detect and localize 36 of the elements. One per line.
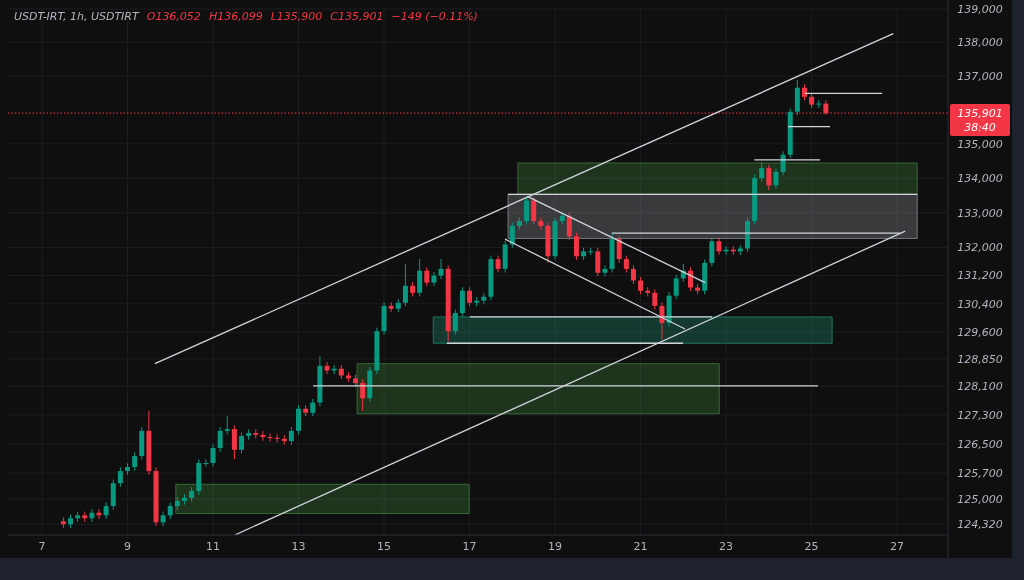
annotation: H136,099 bbox=[208, 10, 263, 23]
y-tick-label: 125,700 bbox=[957, 467, 1003, 481]
x-tick-label: 23 bbox=[719, 539, 734, 553]
ref-line-label: 135,901 bbox=[957, 106, 1003, 120]
y-tick-label: 133,000 bbox=[957, 206, 1003, 220]
y-tick-label: 139,000 bbox=[957, 2, 1003, 16]
x-tick-label: 13 bbox=[291, 539, 306, 553]
x-tick-label: 25 bbox=[804, 539, 819, 553]
x-tick-label: 9 bbox=[124, 539, 131, 553]
y-tick-label: 128,100 bbox=[957, 379, 1003, 393]
annotation: C135,901 bbox=[330, 10, 384, 23]
y-tick-label: 132,000 bbox=[957, 241, 1003, 255]
x-tick-label: 27 bbox=[890, 539, 905, 553]
y-tick-label: 138,000 bbox=[957, 36, 1003, 50]
y-tick-label: 135,000 bbox=[957, 137, 1003, 151]
chart-title: USDT-IRT, 1h, USDTIRT bbox=[14, 10, 140, 23]
y-tick-label: 127,300 bbox=[957, 408, 1003, 422]
y-tick-label: 129,600 bbox=[957, 326, 1003, 340]
x-tick-label: 7 bbox=[38, 539, 46, 553]
x-tick-label: 17 bbox=[462, 539, 477, 553]
annotation: L135,900 bbox=[270, 10, 323, 23]
annotation: O136,052 bbox=[146, 10, 201, 23]
y-tick-label: 131,200 bbox=[957, 269, 1003, 283]
x-tick-label: 11 bbox=[206, 539, 221, 553]
x-tick-label: 19 bbox=[548, 539, 563, 553]
text: 38:40 bbox=[964, 120, 996, 134]
y-tick-label: 124,320 bbox=[957, 518, 1003, 532]
x-tick-label: 21 bbox=[633, 539, 648, 553]
y-tick-label: 125,000 bbox=[957, 492, 1003, 506]
y-tick-label: 126,500 bbox=[957, 437, 1003, 451]
y-tick-label: 137,000 bbox=[957, 69, 1003, 83]
annotation: −149 (−0.11%) bbox=[391, 10, 478, 23]
x-tick-label: 15 bbox=[377, 539, 392, 553]
y-tick-label: 134,000 bbox=[957, 171, 1003, 185]
y-tick-label: 130,400 bbox=[957, 297, 1003, 311]
y-tick-label: 128,850 bbox=[957, 352, 1003, 366]
